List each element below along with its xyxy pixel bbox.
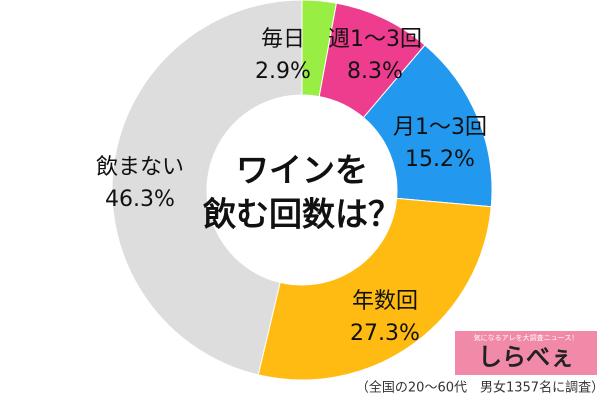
slice [257,197,492,381]
chart-title: ワインを [236,151,368,190]
slice-label: 週1〜3回 [328,27,422,52]
value-label: 27.3% [350,321,420,346]
slice-label: 年数回 [352,289,418,314]
logo-text: しらべぇ [478,343,574,371]
slice [111,0,303,376]
chart-title: 飲む回数は？ [203,195,401,234]
donut [111,0,493,381]
logo: 気になるアレを大調査ニュース！ しらべぇ [455,331,597,375]
value-label: 2.9% [255,59,311,84]
value-label: 15.2% [405,147,475,172]
slice-label: 月1〜3回 [393,115,487,140]
slice-label: 飲まない [96,155,184,180]
slice-label: 毎日 [261,27,305,52]
value-label: 8.3% [347,59,403,84]
logo-tagline: 気になるアレを大調査ニュース！ [474,333,579,342]
footnote: （全国の20〜60代 男女1357名に調査） [356,380,600,396]
value-label: 46.3% [105,187,175,212]
logo-box [455,331,597,375]
